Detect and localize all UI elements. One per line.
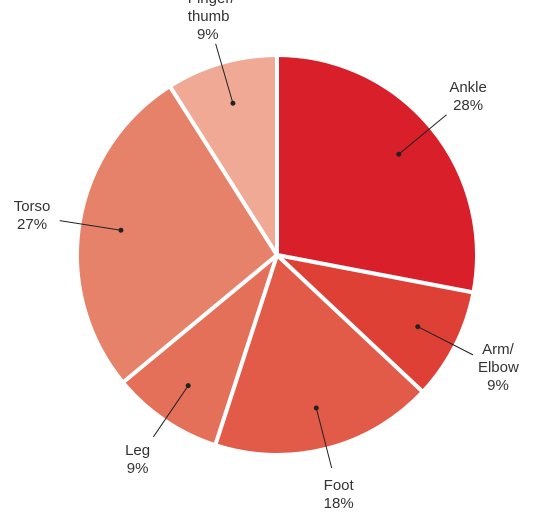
leader-dot [396, 151, 402, 157]
category-label: Torso [13, 198, 51, 216]
leader-line [417, 326, 474, 356]
value-label: 9% [196, 25, 219, 43]
value-label: 27% [17, 216, 48, 234]
value-label: 9% [126, 460, 149, 478]
category-label: Arm/Elbow [477, 340, 519, 376]
category-label: Leg [125, 442, 151, 460]
leader-line [315, 407, 333, 469]
value-label: 9% [487, 376, 509, 394]
slice-label: Foot 18% [324, 477, 354, 513]
value-label: 28% [453, 96, 484, 114]
value-label: 18% [323, 495, 354, 513]
slice-label: Ankle 28% [449, 79, 487, 115]
category-label: Finger/thumb [187, 0, 235, 25]
leader-line [215, 43, 234, 104]
slice-label: Torso 27% [14, 198, 51, 234]
category-label: Foot [323, 477, 354, 495]
leader-dot [230, 100, 236, 106]
slice-label: Leg 9% [125, 442, 150, 478]
category-label: Ankle [449, 78, 487, 96]
leader-line [152, 385, 189, 438]
leader-dot [118, 227, 124, 233]
pie-slice [275, 53, 479, 295]
leader-line [398, 114, 447, 155]
leader-line [59, 220, 122, 231]
leader-dot [313, 405, 319, 411]
leader-dot [415, 324, 421, 330]
leader-dot [185, 383, 191, 389]
slice-label: Arm/Elbow 9% [477, 340, 519, 395]
